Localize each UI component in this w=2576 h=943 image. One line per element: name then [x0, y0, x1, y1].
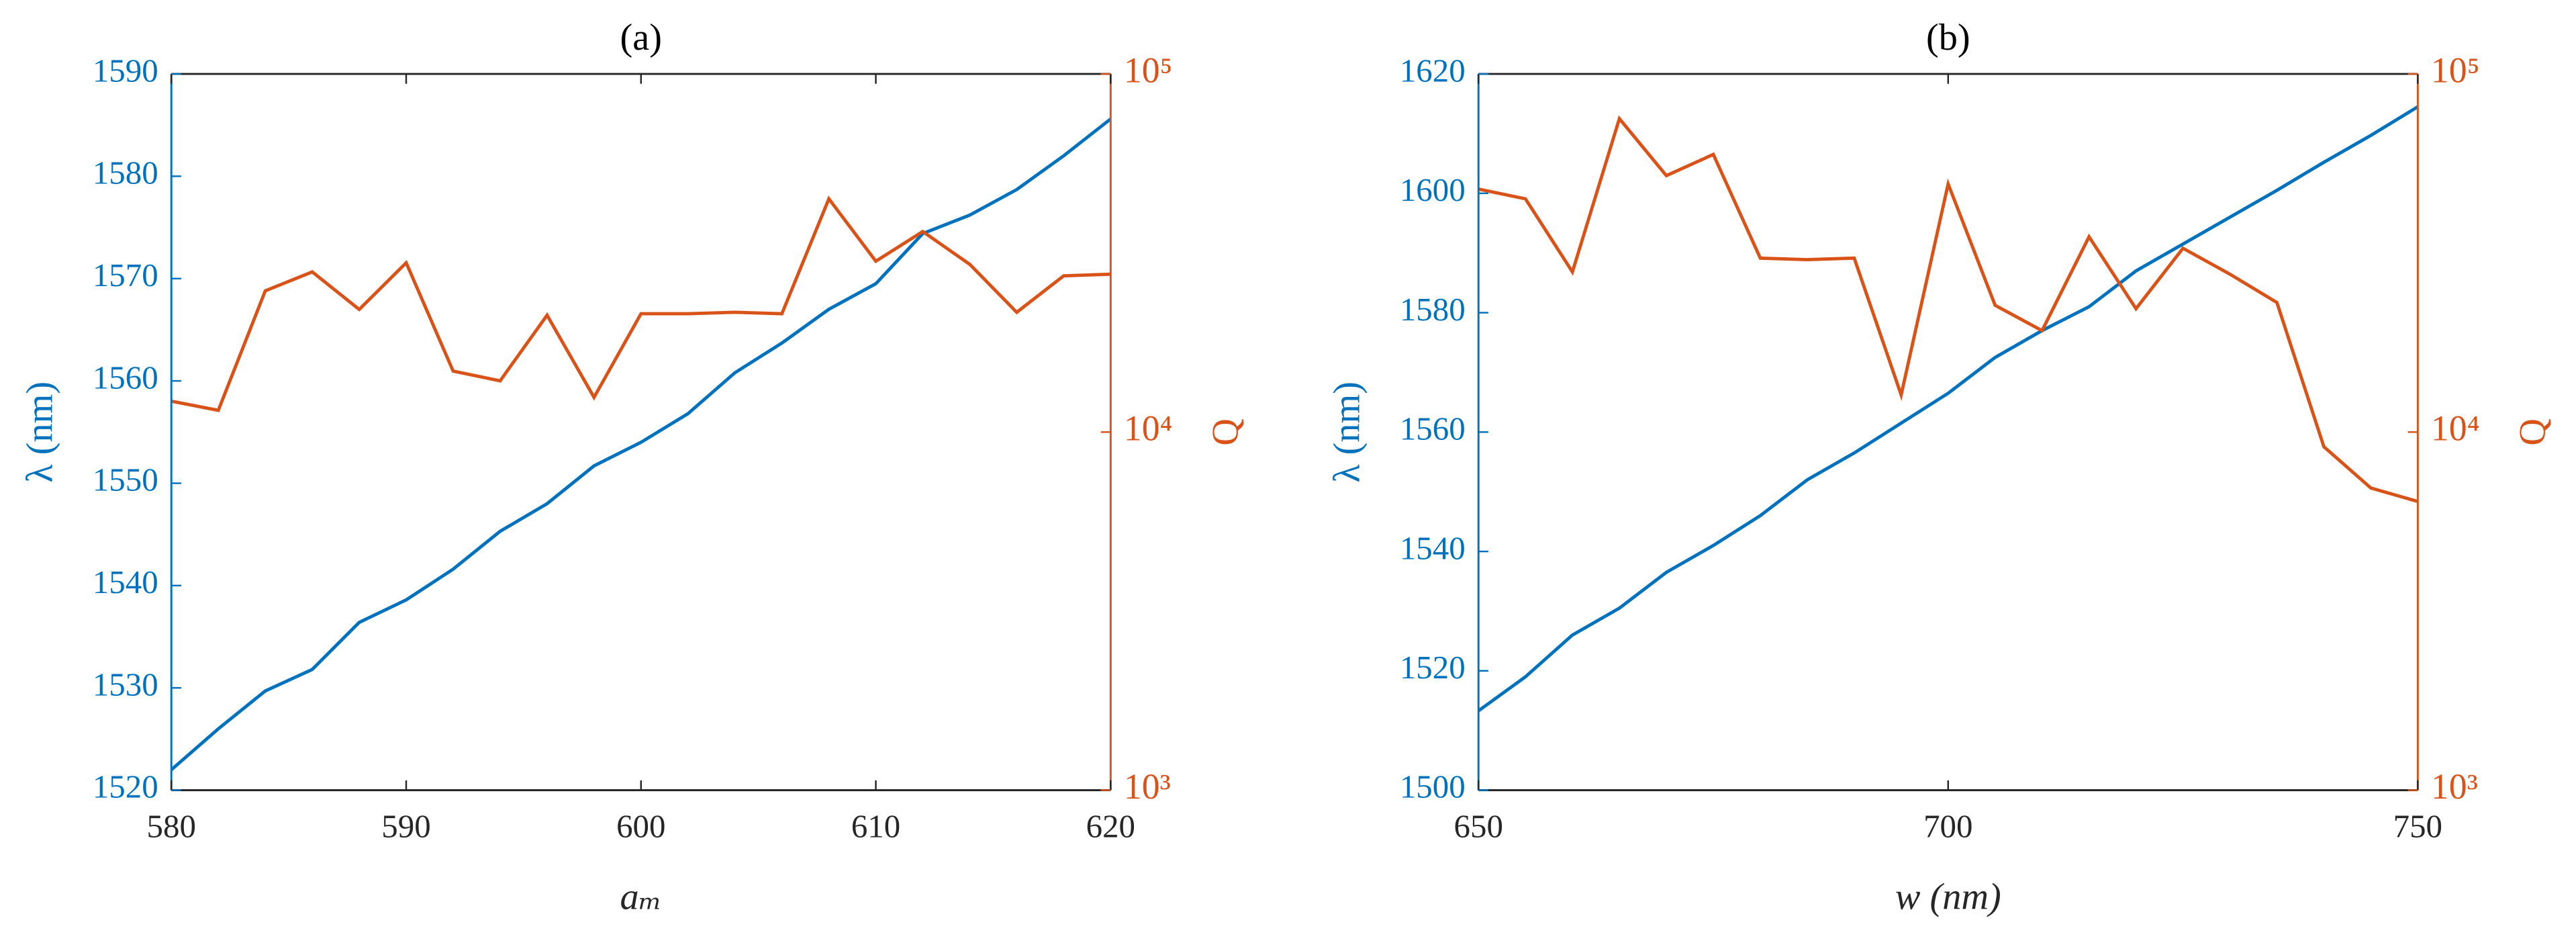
y-tick-label: 1580 [93, 154, 158, 191]
y2-tick-label: 10⁵ [2431, 50, 2480, 90]
data-line [171, 118, 1111, 771]
y-tick-label: 1520 [93, 768, 158, 805]
y-axis-label: λ (nm) [19, 381, 60, 483]
y-tick-label: 1540 [1400, 529, 1466, 566]
x-tick-label: 610 [851, 807, 900, 844]
y-tick-label: 1550 [93, 461, 158, 498]
x-tick-label: 750 [2393, 807, 2442, 844]
chart-title: (a) [620, 17, 662, 58]
y-axis-label: λ (nm) [1326, 381, 1368, 483]
y2-tick-label: 10³ [2431, 766, 2478, 807]
y2-axis-label: Q [2512, 418, 2553, 446]
data-line [1478, 105, 2418, 713]
x-tick-label: 700 [1923, 807, 1972, 844]
y-tick-label: 1620 [1400, 52, 1466, 89]
x-tick-label: 580 [147, 807, 196, 844]
y-tick-label: 1600 [1400, 171, 1466, 208]
y-tick-label: 1540 [93, 564, 158, 600]
y-tick-label: 1530 [93, 666, 158, 703]
x-axis-label: w (nm) [1895, 876, 2001, 917]
y2-tick-label: 10⁴ [2431, 408, 2480, 449]
x-axis-label: aₘ [620, 876, 662, 917]
x-tick-label: 620 [1086, 807, 1135, 844]
y-tick-label: 1580 [1400, 291, 1466, 328]
y2-axis-label: Q [1204, 418, 1246, 446]
y2-tick-label: 10³ [1124, 766, 1171, 807]
y-tick-label: 1560 [1400, 410, 1466, 447]
y-tick-label: 1570 [93, 257, 158, 294]
data-line [171, 195, 1111, 412]
x-tick-label: 650 [1454, 807, 1503, 844]
data-line [1478, 115, 2418, 503]
y-tick-label: 1500 [1400, 768, 1466, 805]
y-tick-label: 1590 [93, 52, 158, 89]
y-tick-label: 1520 [1400, 649, 1466, 686]
chart-title: (b) [1926, 17, 1970, 58]
x-tick-label: 600 [616, 807, 665, 844]
x-tick-label: 590 [381, 807, 430, 844]
y2-tick-label: 10⁵ [1124, 50, 1173, 90]
y-tick-label: 1560 [93, 359, 158, 396]
y2-tick-label: 10⁴ [1124, 408, 1173, 449]
